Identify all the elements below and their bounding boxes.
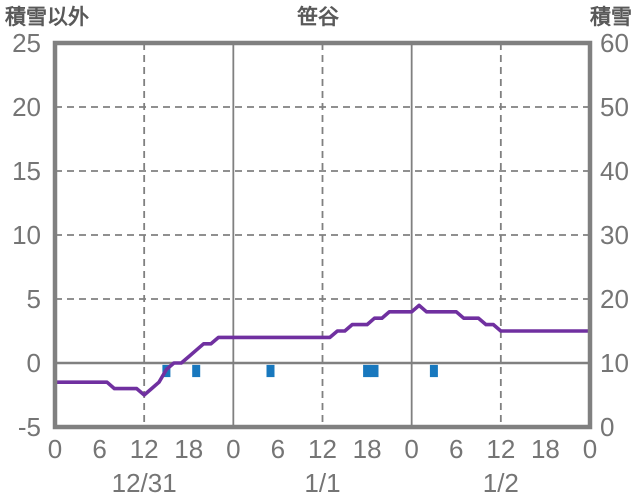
x-tick-label: 18 — [531, 434, 560, 464]
x-date-label: 12/31 — [112, 468, 177, 498]
x-tick-label: 0 — [226, 434, 240, 464]
x-tick-label: 0 — [48, 434, 62, 464]
y-right-tick-label: 50 — [600, 92, 629, 122]
x-tick-label: 6 — [92, 434, 106, 464]
y-left-tick-label: 15 — [12, 156, 41, 186]
y-right-tick-label: 40 — [600, 156, 629, 186]
y-left-tick-label: 10 — [12, 220, 41, 250]
x-tick-label: 12 — [130, 434, 159, 464]
x-date-label: 1/1 — [304, 468, 340, 498]
y-left-tick-label: 5 — [27, 284, 41, 314]
x-tick-label: 6 — [449, 434, 463, 464]
event-bar — [370, 364, 379, 378]
chart-title: 笹谷 — [297, 6, 339, 29]
x-tick-label: 18 — [353, 434, 382, 464]
event-bar — [192, 364, 201, 378]
x-tick-label: 0 — [404, 434, 418, 464]
y-right-tick-label: 60 — [600, 28, 629, 58]
plot-border — [52, 40, 593, 430]
x-tick-label: 12 — [308, 434, 337, 464]
y-left-tick-label: 0 — [27, 348, 41, 378]
x-tick-label: 18 — [174, 434, 203, 464]
event-bar — [266, 364, 275, 378]
event-bar — [429, 364, 438, 378]
x-tick-label: 0 — [583, 434, 597, 464]
x-date-label: 1/2 — [483, 468, 519, 498]
left-axis-title: 積雪以外 — [5, 6, 89, 29]
right-axis-title: 積雪 — [590, 6, 632, 29]
y-right-tick-label: 20 — [600, 284, 629, 314]
event-bar — [363, 364, 372, 378]
y-right-tick-label: 30 — [600, 220, 629, 250]
snow-depth-line — [55, 303, 590, 397]
y-right-tick-label: 0 — [600, 412, 614, 442]
x-tick-label: 6 — [271, 434, 285, 464]
y-left-tick-label: 20 — [12, 92, 41, 122]
x-tick-label: 12 — [486, 434, 515, 464]
y-right-tick-label: 10 — [600, 348, 629, 378]
y-left-tick-label: -5 — [18, 412, 41, 442]
y-left-tick-label: 25 — [12, 28, 41, 58]
